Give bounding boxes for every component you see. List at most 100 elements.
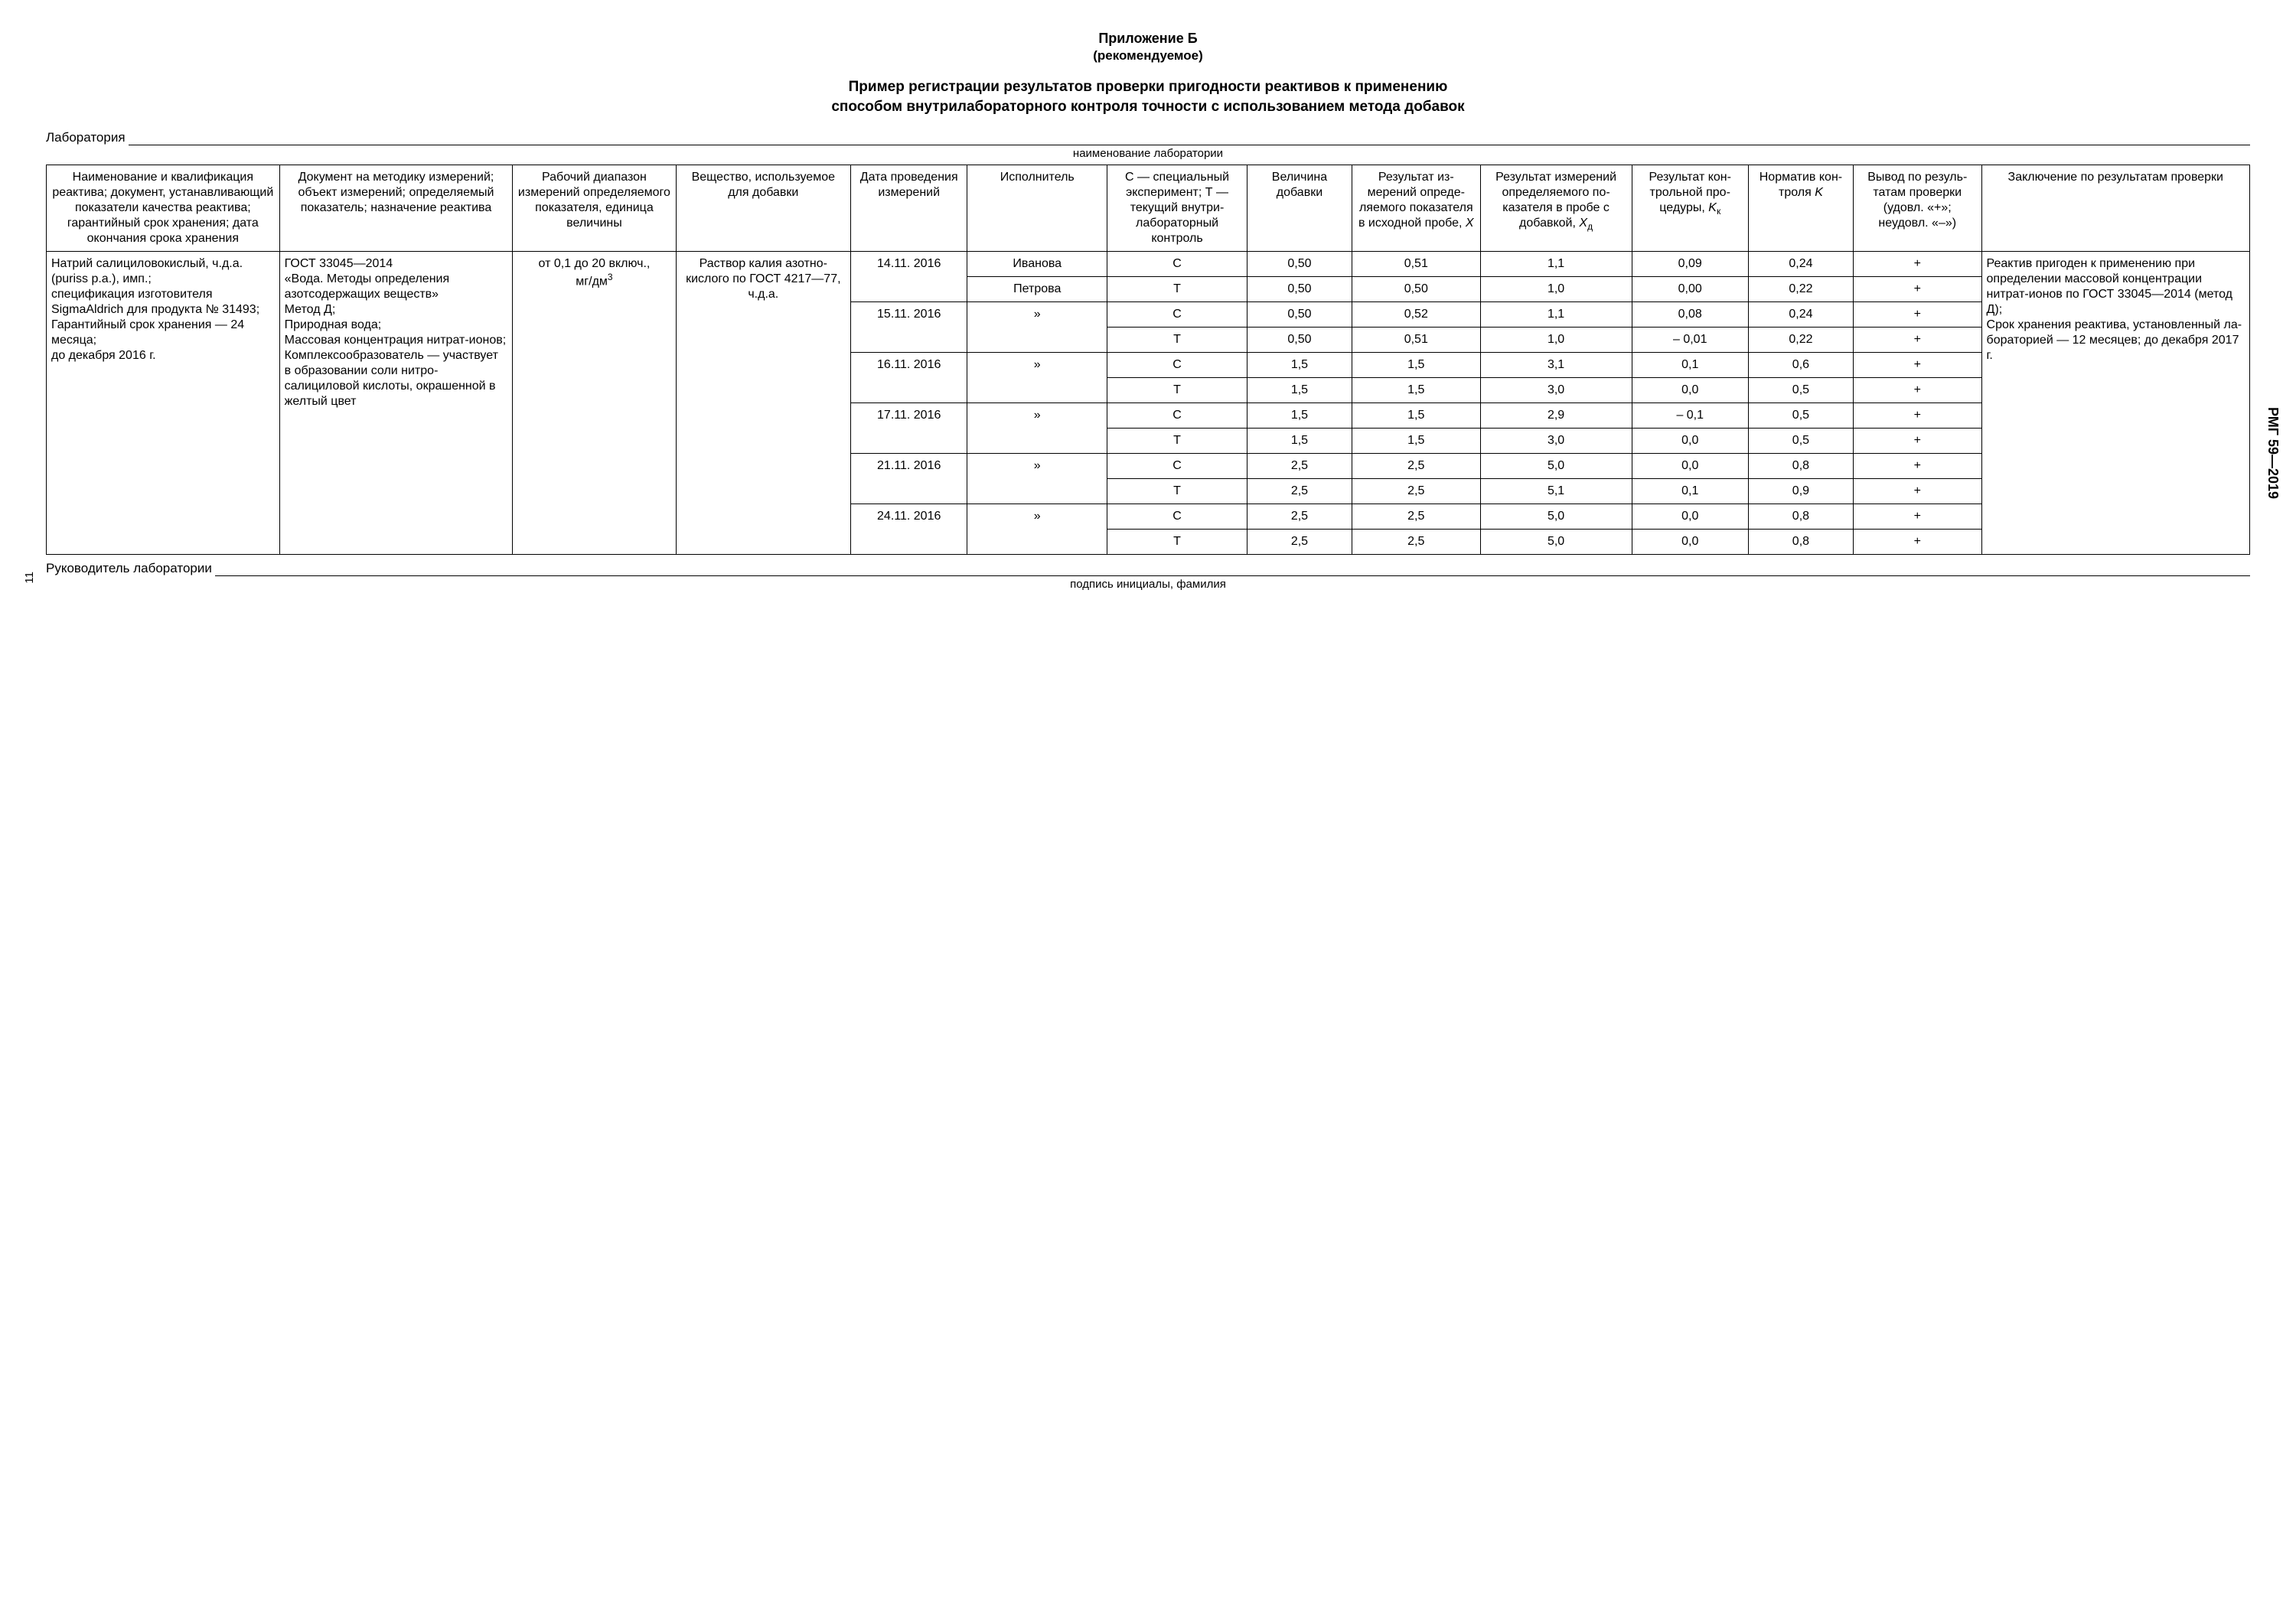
cell-x: 1,5 <box>1352 353 1481 378</box>
cell-kk: 0,0 <box>1632 454 1748 479</box>
cell-conclusion: Реактив при­годен к при­менению при опре… <box>1981 252 2249 555</box>
col-x: Резуль­тат из­мерений опреде­ляемого пок… <box>1352 165 1481 252</box>
cell-addition: 0,50 <box>1247 277 1352 302</box>
cell-type: Т <box>1107 479 1247 504</box>
col-k: Нор­ма­тив кон­тро­ля K <box>1748 165 1853 252</box>
signature-block: Руководитель лаборатории подпись инициал… <box>46 561 2250 591</box>
cell-range: от 0,1 до 20 включ.,мг/дм3 <box>513 252 676 555</box>
cell-xd: 3,0 <box>1480 429 1632 454</box>
cell-kk: 0,0 <box>1632 504 1748 530</box>
cell-date: 15.11. 2016 <box>851 302 967 353</box>
cell-addition: 0,50 <box>1247 252 1352 277</box>
sig-label: Руководитель лаборатории <box>46 561 215 576</box>
cell-k: 0,24 <box>1748 252 1853 277</box>
cell-xd: 1,0 <box>1480 277 1632 302</box>
cell-k: 0,22 <box>1748 328 1853 353</box>
cell-verdict: + <box>1853 403 1981 429</box>
cell-verdict: + <box>1853 277 1981 302</box>
cell-k: 0,5 <box>1748 403 1853 429</box>
cell-type: Т <box>1107 429 1247 454</box>
sig-field-row: Руководитель лаборатории <box>46 561 2250 576</box>
cell-reagent: Натрий салицилово­кислый, ч.д.а. (puriss… <box>47 252 280 555</box>
cell-xd: 3,1 <box>1480 353 1632 378</box>
cell-type: Т <box>1107 277 1247 302</box>
cell-addition: 2,5 <box>1247 530 1352 555</box>
cell-date: 16.11. 2016 <box>851 353 967 403</box>
cell-k: 0,24 <box>1748 302 1853 328</box>
col-exp-type: С — специ­альный экспери­мент; Т — текущ… <box>1107 165 1247 252</box>
cell-kk: – 0,1 <box>1632 403 1748 429</box>
cell-xd: 3,0 <box>1480 378 1632 403</box>
cell-addition: 0,50 <box>1247 302 1352 328</box>
cell-xd: 5,0 <box>1480 454 1632 479</box>
cell-xd: 2,9 <box>1480 403 1632 429</box>
cell-verdict: + <box>1853 252 1981 277</box>
cell-addition: 1,5 <box>1247 378 1352 403</box>
cell-kk: 0,0 <box>1632 429 1748 454</box>
cell-k: 0,9 <box>1748 479 1853 504</box>
cell-k: 0,8 <box>1748 454 1853 479</box>
cell-executor: » <box>967 302 1107 353</box>
cell-verdict: + <box>1853 353 1981 378</box>
cell-xd: 5,1 <box>1480 479 1632 504</box>
cell-x: 2,5 <box>1352 454 1481 479</box>
cell-substance: Раствор калия азотно­кислого по ГОСТ 421… <box>676 252 850 555</box>
sig-field-line <box>215 562 2250 577</box>
cell-type: С <box>1107 454 1247 479</box>
cell-x: 2,5 <box>1352 504 1481 530</box>
cell-type: Т <box>1107 378 1247 403</box>
cell-k: 0,6 <box>1748 353 1853 378</box>
title-line-1: Пример регистрации результатов проверки … <box>849 79 1448 95</box>
cell-x: 2,5 <box>1352 530 1481 555</box>
lab-field-row: Лаборатория <box>46 130 2250 145</box>
col-kk: Ре­зуль­тат кон­троль­ной про­цеду­ры, K… <box>1632 165 1748 252</box>
col-add-amount: Вели­чина добав­ки <box>1247 165 1352 252</box>
cell-type: С <box>1107 403 1247 429</box>
table-row: Натрий салицилово­кислый, ч.д.а. (puriss… <box>47 252 2250 277</box>
cell-kk: 0,1 <box>1632 353 1748 378</box>
col-method: Документ на методику из­мерений; объект … <box>279 165 513 252</box>
title-line-2: способом внутрилабораторного контроля то… <box>831 99 1464 115</box>
cell-type: С <box>1107 252 1247 277</box>
cell-kk: 0,0 <box>1632 530 1748 555</box>
cell-type: С <box>1107 504 1247 530</box>
cell-verdict: + <box>1853 504 1981 530</box>
cell-verdict: + <box>1853 530 1981 555</box>
cell-xd: 1,1 <box>1480 252 1632 277</box>
page-number: 11 <box>23 572 36 584</box>
results-table: Наименование и квалифика­ция реактива; д… <box>46 165 2250 555</box>
cell-kk: – 0,01 <box>1632 328 1748 353</box>
cell-method: ГОСТ 33045—2014«Вода. Методы определения… <box>279 252 513 555</box>
col-range: Рабочий диапазон измерений опреде­ляемог… <box>513 165 676 252</box>
cell-verdict: + <box>1853 328 1981 353</box>
cell-x: 0,51 <box>1352 252 1481 277</box>
cell-date: 21.11. 2016 <box>851 454 967 504</box>
col-verdict: Вы­вод по резуль­татам про­верки (удовл.… <box>1853 165 1981 252</box>
cell-type: Т <box>1107 530 1247 555</box>
cell-executor: » <box>967 454 1107 504</box>
appendix-type: (рекомендуемое) <box>46 48 2250 64</box>
cell-date: 17.11. 2016 <box>851 403 967 454</box>
cell-executor: » <box>967 403 1107 454</box>
cell-addition: 0,50 <box>1247 328 1352 353</box>
cell-x: 0,51 <box>1352 328 1481 353</box>
cell-verdict: + <box>1853 454 1981 479</box>
document-code: РМГ 59—2019 <box>2265 407 2281 499</box>
col-substance: Вещество, используемое для добавки <box>676 165 850 252</box>
cell-verdict: + <box>1853 302 1981 328</box>
cell-addition: 1,5 <box>1247 429 1352 454</box>
lab-sublabel: наименование лаборатории <box>46 147 2250 160</box>
appendix-label: Приложение Б <box>46 31 2250 47</box>
header-row: Наименование и квалифика­ция реактива; д… <box>47 165 2250 252</box>
cell-kk: 0,09 <box>1632 252 1748 277</box>
cell-k: 0,22 <box>1748 277 1853 302</box>
cell-x: 1,5 <box>1352 378 1481 403</box>
cell-date: 24.11. 2016 <box>851 504 967 555</box>
cell-kk: 0,1 <box>1632 479 1748 504</box>
cell-executor: » <box>967 353 1107 403</box>
cell-executor: » <box>967 504 1107 555</box>
cell-xd: 1,1 <box>1480 302 1632 328</box>
cell-kk: 0,00 <box>1632 277 1748 302</box>
main-title: Пример регистрации результатов проверки … <box>46 77 2250 116</box>
lab-label: Лаборатория <box>46 130 129 145</box>
